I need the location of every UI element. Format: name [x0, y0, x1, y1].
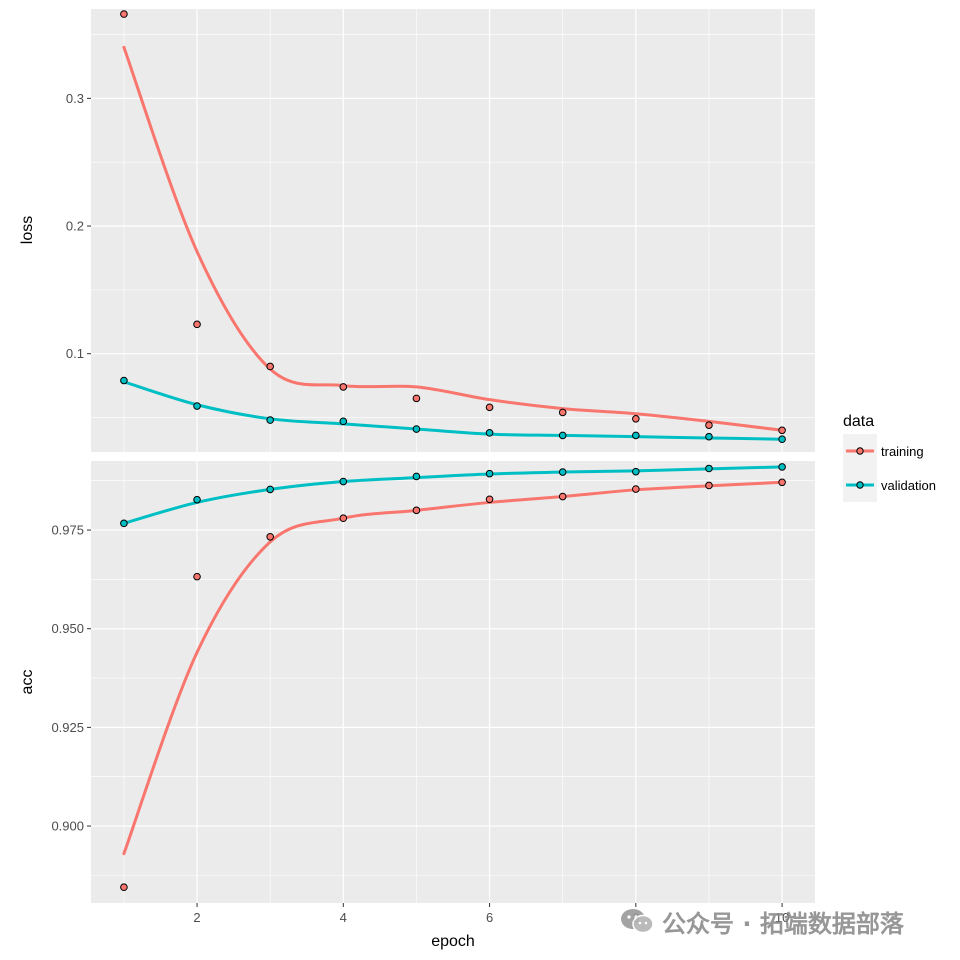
data-point-training [778, 478, 786, 487]
data-point-training [705, 481, 713, 490]
data-point-training [339, 514, 348, 523]
x-tick-label: 6 [486, 910, 493, 925]
loss-panel-lines [122, 45, 784, 441]
data-point-training [193, 320, 201, 329]
data-point-training [120, 10, 128, 18]
data-point-training [558, 408, 567, 417]
series-line-training [122, 45, 784, 432]
data-point-training [120, 883, 128, 892]
watermark-text: 公众号 · 拓端数据部落 [662, 909, 904, 938]
loss-y-axis-title: loss [19, 216, 36, 244]
legend-title: data [843, 413, 874, 430]
loss-panel-points [120, 10, 786, 444]
data-point-validation [120, 519, 128, 528]
acc-panel-grid [91, 461, 815, 903]
data-point-validation [266, 485, 274, 494]
data-point-training [412, 506, 421, 515]
data-point-validation [120, 376, 128, 385]
data-point-validation [778, 463, 786, 471]
loss-y-axis: 0.1 0.2 0.3 [66, 91, 91, 361]
series-line-validation [122, 465, 784, 525]
legend-dot-training [856, 447, 864, 455]
y-tick-label: 0.975 [51, 523, 84, 538]
loss-panel: 0.1 0.2 0.3 [66, 9, 815, 452]
data-point-validation [632, 431, 640, 440]
loss-panel-background [91, 9, 815, 452]
y-tick-label: 0.925 [51, 720, 84, 735]
data-point-training [339, 383, 348, 391]
y-tick-label: 0.3 [66, 91, 84, 106]
data-point-validation [485, 469, 494, 478]
acc-y-axis: 0.900 0.925 0.950 0.975 [51, 523, 91, 834]
acc-panel-background [91, 461, 815, 903]
data-point-training [266, 532, 274, 541]
legend-label-training: training [881, 444, 924, 459]
data-point-validation [705, 432, 713, 441]
data-point-validation [705, 464, 713, 473]
y-tick-label: 0.900 [51, 819, 84, 834]
legend-dot-validation [856, 481, 864, 489]
data-point-validation [778, 435, 786, 444]
data-point-training [778, 426, 786, 435]
y-tick-label: 0.1 [66, 346, 84, 361]
data-point-training [193, 572, 201, 581]
data-point-validation [412, 472, 421, 481]
data-point-training [558, 492, 567, 501]
data-point-training [705, 421, 713, 429]
data-point-validation [558, 431, 567, 440]
y-tick-label: 0.950 [51, 621, 84, 636]
legend-item-training: training [843, 434, 924, 468]
acc-y-axis-title: acc [19, 670, 36, 695]
acc-panel: 0.900 0.925 0.950 0.975 [51, 461, 815, 903]
data-point-validation [266, 416, 274, 424]
wechat-icon [620, 908, 654, 934]
legend: data training validation [843, 413, 936, 502]
data-point-validation [412, 425, 421, 433]
x-tick-label: 4 [340, 910, 347, 925]
data-point-validation [193, 402, 201, 410]
data-point-training [632, 485, 640, 493]
acc-panel-points [120, 463, 786, 892]
data-point-training [412, 394, 421, 403]
series-line-validation [122, 380, 784, 441]
watermark: 公众号 · 拓端数据部落 [620, 903, 904, 939]
data-point-validation [632, 467, 640, 476]
data-point-validation [558, 468, 567, 476]
data-point-training [266, 362, 274, 371]
data-point-validation [485, 429, 494, 437]
data-point-validation [339, 417, 348, 426]
loss-panel-grid [91, 9, 815, 452]
data-point-training [632, 415, 640, 423]
data-point-validation [339, 477, 348, 486]
legend-item-validation: validation [843, 468, 936, 502]
x-axis-title: epoch [431, 933, 475, 950]
data-point-validation [193, 495, 201, 504]
legend-label-validation: validation [881, 478, 936, 493]
x-tick-label: 2 [193, 910, 200, 925]
y-tick-label: 0.2 [66, 219, 84, 234]
data-point-training [485, 403, 494, 412]
x-tick-label: 10 [775, 910, 789, 925]
data-point-training [485, 495, 494, 504]
